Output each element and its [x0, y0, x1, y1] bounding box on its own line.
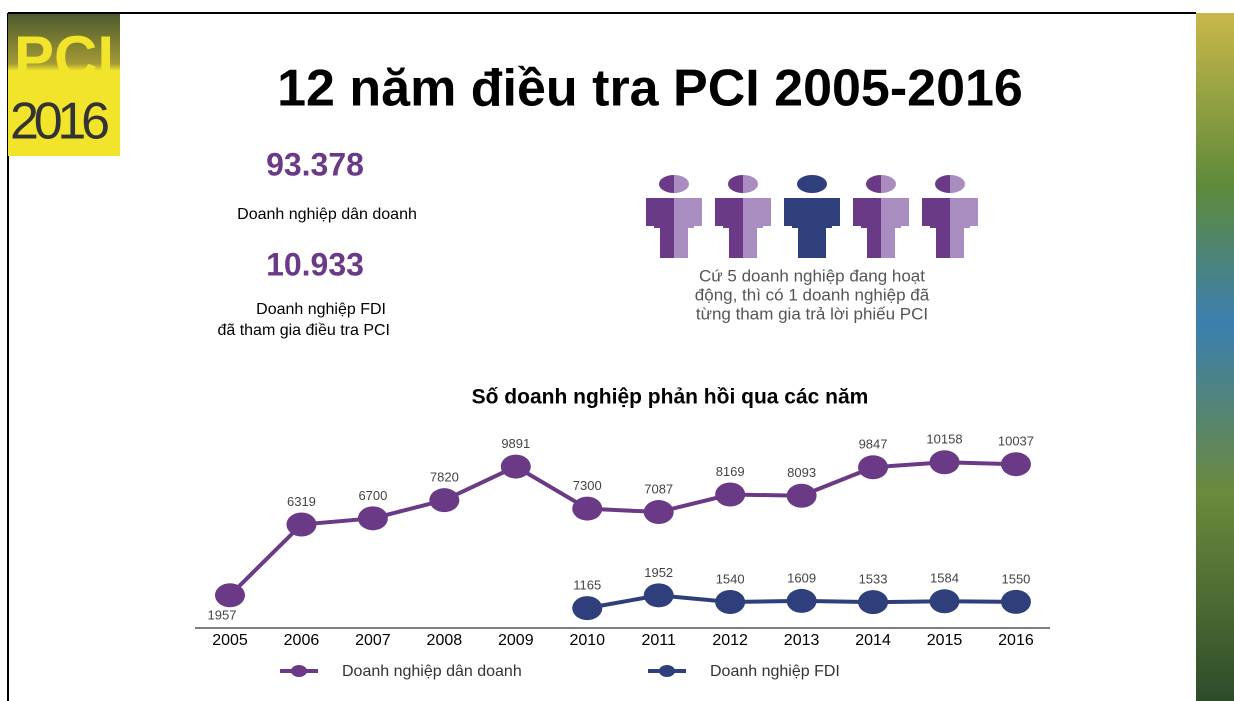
data-label: 7087 [644, 481, 673, 496]
person-head [812, 175, 827, 193]
data-point [1000, 452, 1031, 477]
person-head [728, 175, 743, 193]
data-label: 1533 [859, 572, 888, 587]
data-point [786, 588, 817, 613]
data-point [858, 590, 889, 615]
x-tick-label: 2016 [998, 632, 1034, 649]
person-head [674, 175, 689, 193]
person-body [950, 198, 978, 258]
person-head [950, 175, 965, 193]
data-point [357, 506, 388, 531]
person-body [784, 198, 812, 258]
person-head [881, 175, 896, 193]
data-label: 1165 [573, 578, 601, 593]
person-body [812, 198, 840, 258]
data-point [643, 583, 674, 608]
data-label: 1957 [208, 608, 237, 623]
stat-value: 10.933 [266, 246, 364, 282]
data-label: 1550 [1001, 571, 1030, 586]
data-label: 8169 [716, 464, 745, 479]
data-label: 7820 [430, 470, 459, 485]
logo-brand: PCI [14, 24, 114, 91]
data-label: 1540 [716, 571, 745, 586]
person-body [715, 198, 743, 258]
data-label: 6700 [358, 488, 387, 503]
stat-label: Doanh nghiệp FDI [256, 301, 386, 318]
person-body [922, 198, 950, 258]
data-label: 7300 [573, 478, 602, 493]
data-point [215, 583, 245, 608]
stat-value: 93.378 [266, 146, 364, 182]
x-tick-label: 2005 [212, 632, 248, 649]
data-label: 1584 [930, 571, 959, 586]
person-head [866, 175, 881, 193]
person-body [646, 198, 674, 258]
data-point [643, 500, 674, 525]
x-tick-label: 2015 [927, 632, 963, 649]
person-head [935, 175, 950, 193]
data-point [786, 483, 817, 508]
slide-title: 12 năm điều tra PCI 2005-2016 [277, 60, 1023, 118]
stat-label: Doanh nghiệp dân doanh [237, 206, 417, 223]
x-tick-label: 2006 [284, 632, 320, 649]
data-point [500, 454, 531, 479]
data-label: 6319 [287, 494, 316, 509]
x-tick-label: 2007 [355, 632, 391, 649]
data-point [929, 589, 960, 614]
data-label: 10037 [998, 434, 1034, 449]
caption-line: động, thì có 1 doanh nghiệp đã [695, 285, 930, 304]
side-painting [1196, 13, 1234, 701]
people-icons [646, 175, 978, 258]
series-line [228, 460, 1017, 597]
data-label: 1609 [787, 570, 816, 585]
data-point [715, 590, 746, 615]
data-label: 9847 [859, 437, 888, 452]
legend-swatch [659, 665, 675, 677]
caption-line: từng tham gia trả lời phiếu PCI [696, 304, 928, 323]
x-tick-label: 2008 [427, 632, 463, 649]
data-point [929, 450, 960, 475]
person-head [797, 175, 812, 193]
data-point [715, 482, 746, 507]
person-head [743, 175, 758, 193]
chart-title: Số doanh nghiệp phản hồi qua các năm [472, 386, 869, 409]
logo-bg [8, 14, 120, 156]
data-point [429, 488, 460, 513]
data-label: 1952 [644, 565, 673, 580]
x-tick-label: 2010 [569, 632, 605, 649]
legend-label: Doanh nghiệp FDI [710, 663, 840, 680]
data-point [858, 455, 889, 480]
x-tick-label: 2014 [855, 632, 891, 649]
person-body [674, 198, 702, 258]
person-body [853, 198, 881, 258]
x-tick-label: 2012 [712, 632, 748, 649]
legend-label: Doanh nghiệp dân doanh [342, 663, 522, 680]
caption-line: Cứ 5 doanh nghiệp đang hoạt [699, 266, 925, 285]
data-point [1000, 589, 1031, 614]
data-label: 9891 [501, 436, 530, 451]
data-point [572, 496, 603, 521]
data-label: 10158 [926, 432, 962, 447]
logo-year: 2016 [10, 93, 110, 151]
x-tick-label: 2013 [784, 632, 820, 649]
data-point [572, 596, 603, 621]
person-head [659, 175, 674, 193]
person-body [743, 198, 771, 258]
legend-swatch [291, 665, 307, 677]
person-body [881, 198, 909, 258]
data-point [286, 512, 317, 537]
x-tick-label: 2011 [641, 632, 676, 649]
data-label: 8093 [787, 465, 816, 480]
x-tick-label: 2009 [498, 632, 534, 649]
stat-label: đã tham gia điều tra PCI [217, 322, 390, 339]
